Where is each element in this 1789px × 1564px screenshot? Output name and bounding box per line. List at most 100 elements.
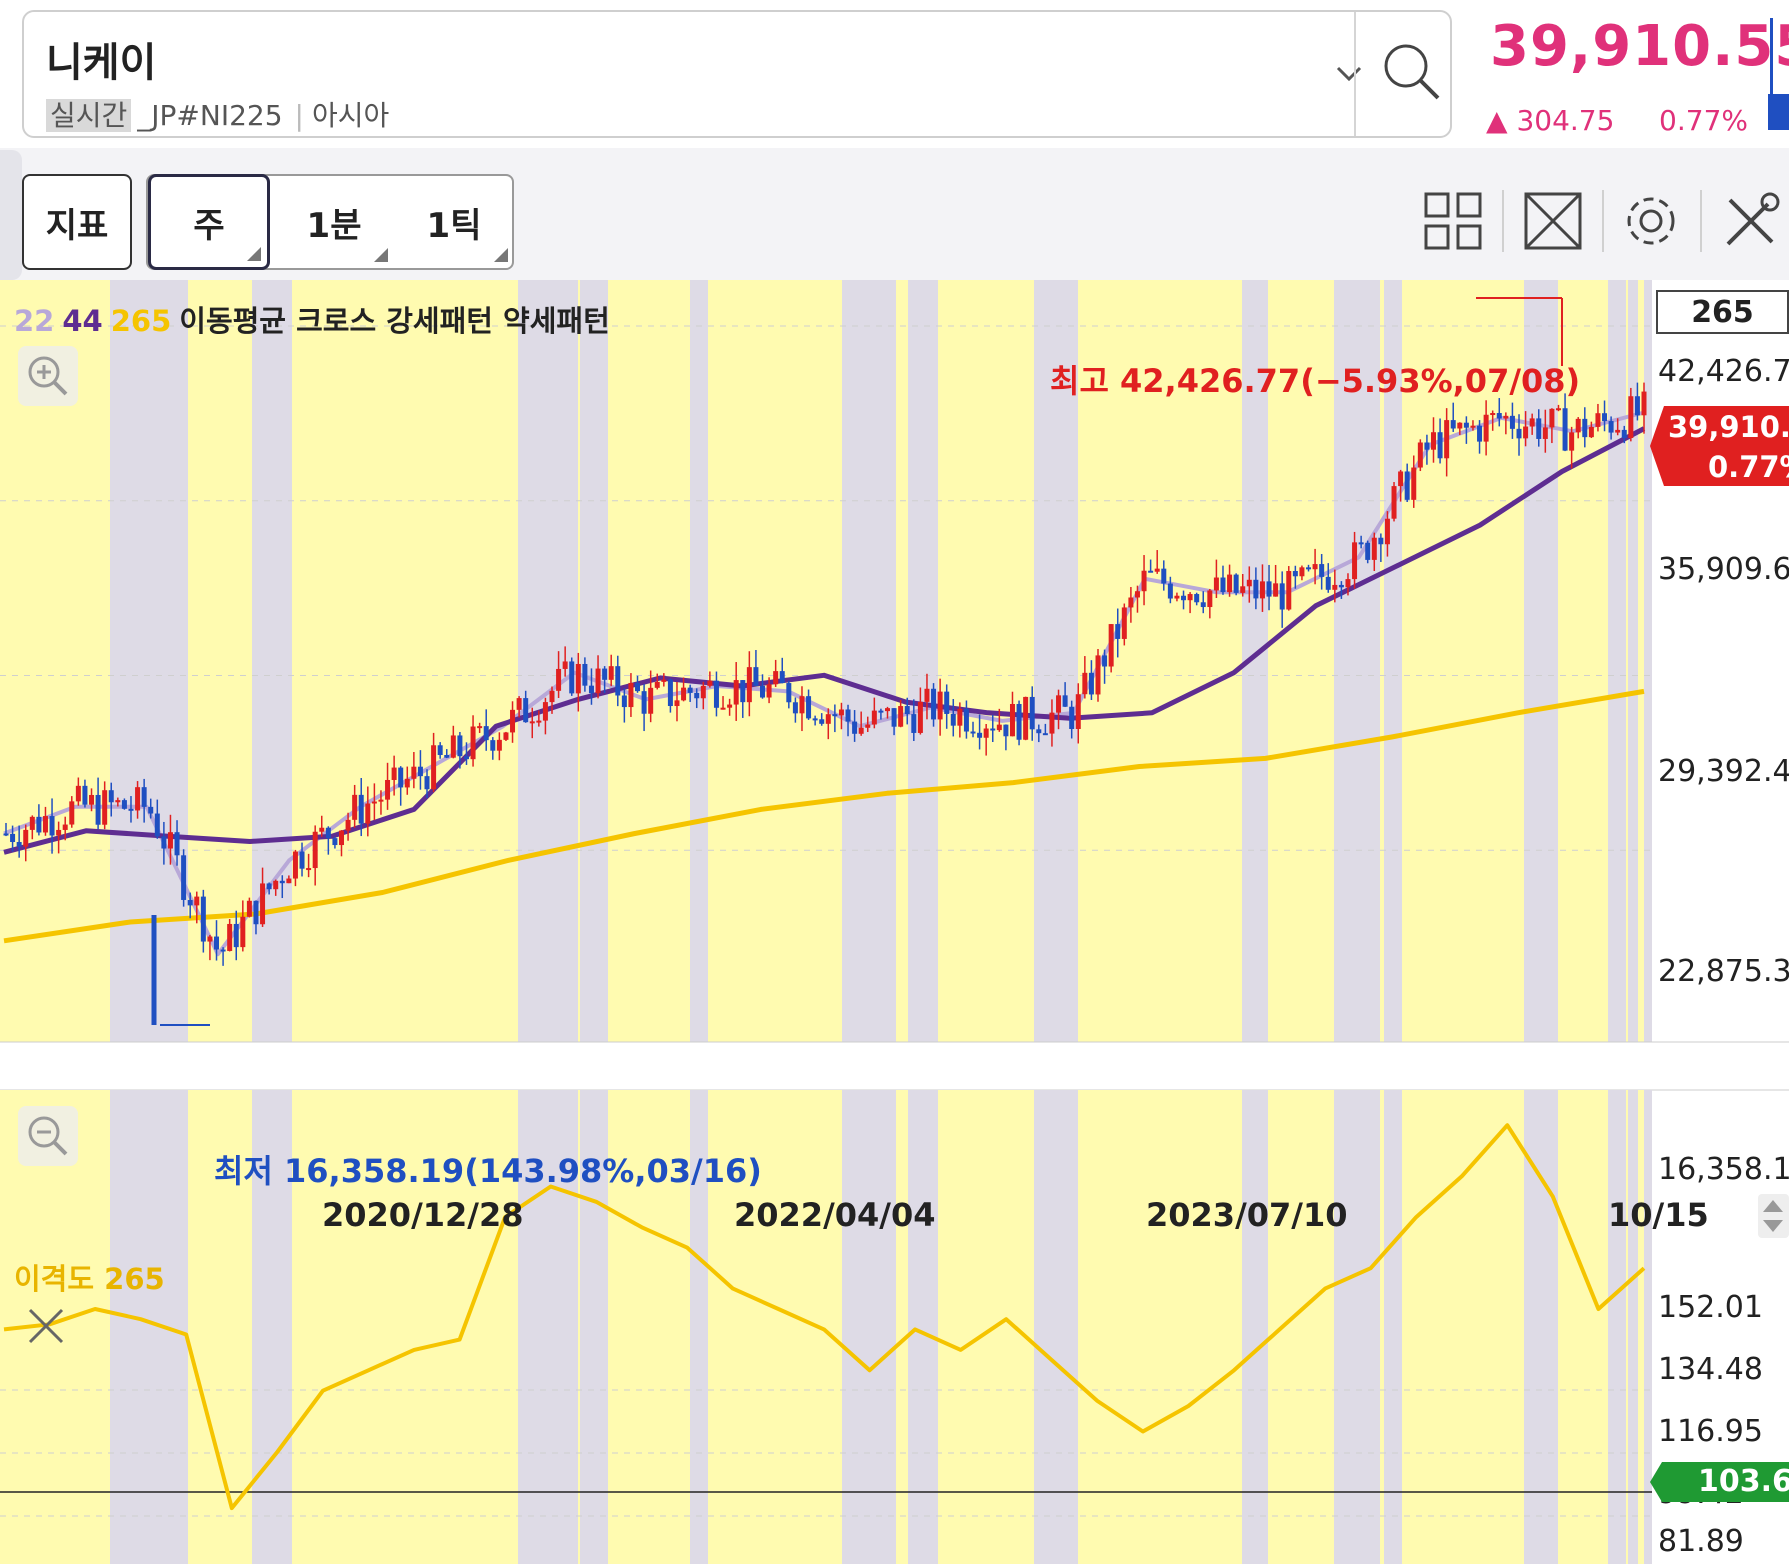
- bear-band: [1052, 280, 1078, 1042]
- candle-body: [674, 700, 680, 707]
- candle-body: [667, 679, 673, 707]
- candle-body: [1200, 602, 1206, 608]
- candle-body: [214, 936, 220, 950]
- side-panel-handle[interactable]: [0, 150, 22, 280]
- up-triangle-icon: ▲: [1486, 104, 1508, 137]
- candle-body: [1450, 420, 1456, 429]
- bear-band: [1384, 1090, 1402, 1564]
- scroll-updown-icon[interactable]: [1758, 1194, 1789, 1238]
- chart-area[interactable]: [0, 280, 1789, 1564]
- bear-band: [1242, 1090, 1268, 1564]
- candle-body: [1319, 564, 1325, 577]
- candle-body: [819, 719, 825, 724]
- candle-body: [1332, 584, 1338, 590]
- candle-body: [16, 842, 22, 847]
- candle-body: [621, 695, 627, 708]
- candle-body: [102, 790, 108, 825]
- tools-icon[interactable]: [1716, 186, 1786, 256]
- candle-body: [1266, 581, 1272, 597]
- period-count-box[interactable]: 265: [1656, 290, 1789, 334]
- candle-body: [825, 714, 831, 724]
- indicator-legend: 22 44 265 이동평균 크로스 강세패턴 약세패턴: [14, 298, 618, 340]
- candle-body: [1536, 418, 1542, 439]
- candle-body: [838, 709, 844, 716]
- candle-body: [42, 816, 48, 833]
- close-icon[interactable]: [22, 1302, 70, 1350]
- candle-body: [273, 880, 279, 890]
- candle-body: [1325, 576, 1331, 590]
- search-icon[interactable]: [1376, 36, 1448, 108]
- candle-body: [1134, 591, 1140, 598]
- candle-body: [1503, 415, 1509, 419]
- candle-body: [1602, 413, 1608, 422]
- candle-body: [786, 683, 792, 703]
- candle-body: [1529, 418, 1535, 427]
- y-tick-label: 29,392.48: [1658, 754, 1789, 789]
- fullscreen-icon[interactable]: [1518, 186, 1588, 256]
- candle-body: [490, 740, 496, 751]
- candle-body: [450, 735, 456, 758]
- candle-body: [365, 803, 371, 824]
- candle-body: [1338, 584, 1344, 588]
- candle-body: [1555, 408, 1561, 411]
- symbol-search-box[interactable]: 니케이 실시간 _JP#NI225 | 아시아: [22, 10, 1452, 138]
- candle-body: [227, 923, 233, 951]
- legend-ma265: 265: [110, 304, 172, 338]
- candle-body: [740, 680, 746, 703]
- period-tab-week-label: 주: [193, 205, 225, 246]
- candle-body: [694, 692, 700, 699]
- candle-body: [148, 806, 154, 814]
- candle-body: [1523, 426, 1529, 439]
- candle-body: [707, 680, 713, 686]
- price-chart-svg[interactable]: [0, 280, 1789, 1564]
- zoom-out-icon[interactable]: [18, 1106, 78, 1166]
- candle-body: [963, 708, 969, 732]
- current-price-flag-pct: 0.77%: [1708, 450, 1789, 484]
- candle-body: [89, 794, 95, 805]
- candle-body: [575, 663, 581, 694]
- indicator-button[interactable]: 지표: [22, 174, 132, 270]
- candle-body: [503, 732, 509, 740]
- candle-body: [1227, 574, 1233, 593]
- candle-body: [154, 813, 160, 837]
- candle-body: [417, 766, 423, 777]
- price-change-pct: 0.77%: [1659, 104, 1748, 137]
- candle-body: [187, 899, 193, 906]
- bear-band: [1052, 1090, 1078, 1564]
- candle-body: [1562, 408, 1568, 451]
- period-tab-1tick[interactable]: 1틱: [394, 176, 514, 268]
- bear-band: [1334, 280, 1380, 1042]
- candle-body: [1128, 597, 1134, 608]
- candle-body: [970, 731, 976, 734]
- candle-body: [891, 708, 897, 727]
- candle-body: [1194, 594, 1200, 603]
- candle-body: [871, 710, 877, 725]
- candle-body: [884, 708, 890, 712]
- candle-body: [1463, 422, 1469, 428]
- candle-body: [845, 709, 851, 722]
- candle-body: [950, 713, 956, 726]
- candle-body: [1286, 571, 1292, 610]
- layout-grid-icon[interactable]: [1418, 186, 1488, 256]
- zoom-in-icon[interactable]: [18, 346, 78, 406]
- candle-body: [463, 756, 469, 760]
- candle-body: [23, 829, 29, 847]
- candle-body: [62, 824, 68, 830]
- region-label: 아시아: [311, 99, 390, 132]
- period-tab-week[interactable]: 주: [148, 174, 270, 270]
- period-tab-1min[interactable]: 1분: [274, 176, 394, 268]
- candle-body: [1312, 564, 1318, 570]
- candle-body: [29, 816, 35, 830]
- candle-body: [595, 668, 601, 694]
- disparity-value-flag-text: 103.62: [1698, 1464, 1789, 1499]
- candle-body: [477, 726, 483, 729]
- candle-body: [832, 714, 838, 717]
- bear-band: [1628, 280, 1638, 1042]
- candle-body: [1352, 542, 1358, 580]
- settings-gear-icon[interactable]: [1616, 186, 1686, 256]
- candle-body: [36, 816, 42, 833]
- candle-body: [398, 767, 404, 788]
- price-change: 304.75: [1516, 104, 1615, 137]
- chevron-down-icon[interactable]: [1324, 42, 1374, 102]
- ma-line-44: [3, 426, 1646, 855]
